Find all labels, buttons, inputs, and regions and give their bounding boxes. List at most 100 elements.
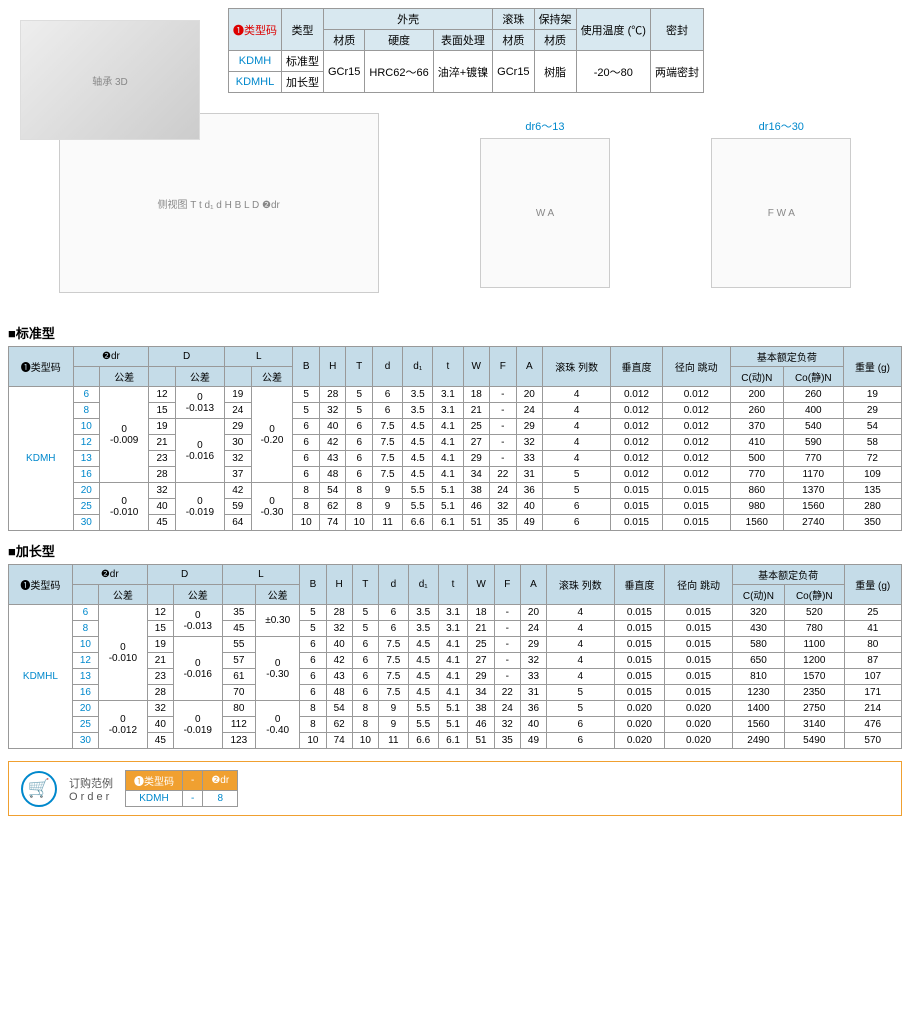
- cell-ro: 0.012: [662, 403, 730, 419]
- cell-wt: 29: [843, 403, 901, 419]
- cell-D: 45: [149, 515, 176, 531]
- cell-W: 25: [463, 419, 490, 435]
- cell-ro: 0.012: [662, 419, 730, 435]
- cell-dr: 20: [72, 701, 98, 717]
- cell-D-tol: 0 -0.016: [175, 419, 224, 483]
- cell-ro: 0.015: [662, 515, 730, 531]
- cell-dr: 16: [72, 685, 98, 701]
- th-L-v: [225, 367, 252, 387]
- cell-cd: 320: [732, 605, 784, 621]
- cell-D: 28: [149, 467, 176, 483]
- cell-D-tol: 0 -0.013: [175, 387, 224, 419]
- cell-t: 5.1: [438, 717, 468, 733]
- th-A: A: [520, 565, 546, 605]
- cell-A: 33: [516, 451, 543, 467]
- cell-d: 7.5: [378, 637, 408, 653]
- cell-A: 20: [516, 387, 543, 403]
- cell-dr: 6: [73, 387, 100, 403]
- cell-t: 4.1: [438, 669, 468, 685]
- th-perp: 垂直度: [611, 347, 662, 387]
- cell-ro: 0.015: [665, 605, 732, 621]
- th-tol: 公差: [99, 585, 148, 605]
- cell-B: 8: [300, 701, 326, 717]
- cart-icon: 🛒: [21, 771, 57, 807]
- th-perp: 垂直度: [614, 565, 665, 605]
- cell-ro: 0.015: [662, 499, 730, 515]
- cell-br: 4: [547, 621, 614, 637]
- cell-perp: 0.012: [611, 467, 662, 483]
- cell-B: 5: [300, 621, 326, 637]
- col-seal: 密封: [650, 9, 703, 51]
- th-H: H: [326, 565, 352, 605]
- cell-H: 28: [326, 605, 352, 621]
- cell-br: 5: [543, 467, 611, 483]
- cell-dr: 20: [73, 483, 100, 499]
- cell-d1: 3.5: [408, 621, 438, 637]
- th-L-tol: 公差: [251, 367, 293, 387]
- col-hardness: 硬度: [365, 30, 433, 51]
- cell-wt: 570: [844, 733, 901, 749]
- th-t: t: [433, 347, 463, 387]
- cell-T: 5: [346, 387, 373, 403]
- th-load: 基本额定负荷: [730, 347, 843, 367]
- cell-F: -: [490, 451, 517, 467]
- cell-W: 38: [468, 701, 494, 717]
- cell-dr: 10: [73, 419, 100, 435]
- cell-br: 4: [543, 387, 611, 403]
- cell-cd: 1560: [732, 717, 784, 733]
- order-example-table: ❶类型码 - ❷dr KDMH - 8: [125, 770, 238, 807]
- cell-br: 4: [547, 669, 614, 685]
- cell-d1: 4.5: [403, 467, 433, 483]
- cell-d1: 4.5: [403, 435, 433, 451]
- cell-A: 36: [520, 701, 546, 717]
- cell-cd: 650: [732, 653, 784, 669]
- th-cs: Co(静)N: [783, 367, 843, 387]
- col-temp: 使用温度 (℃): [576, 9, 650, 51]
- cell-cs: 520: [785, 605, 845, 621]
- cell-D: 19: [147, 637, 173, 653]
- th-ro: 径向 跳动: [662, 347, 730, 387]
- th-br: 滚珠 列数: [547, 565, 614, 605]
- cell-W: 51: [468, 733, 494, 749]
- cell-cd: 1400: [732, 701, 784, 717]
- table-row: KDMH60 -0.009120 -0.013190 -0.20528563.5…: [9, 387, 902, 403]
- cell-L: 55: [222, 637, 255, 653]
- col-ball-mat: 材质: [493, 30, 534, 51]
- cell-br: 4: [547, 653, 614, 669]
- cell-A: 29: [520, 637, 546, 653]
- cell-D: 19: [149, 419, 176, 435]
- th-D: D: [147, 565, 222, 585]
- cell-B: 10: [300, 733, 326, 749]
- col-type-code: ❶类型码: [229, 9, 282, 51]
- th-D: D: [149, 347, 225, 367]
- cell-B: 6: [300, 653, 326, 669]
- cell-t: 3.1: [433, 387, 463, 403]
- section-std-title: ■标准型: [8, 323, 902, 342]
- cell-F: 22: [494, 685, 520, 701]
- cell-dr: 8: [73, 403, 100, 419]
- cell-dr: 13: [73, 451, 100, 467]
- cell-d1: 6.6: [408, 733, 438, 749]
- cell-d1: 4.5: [408, 669, 438, 685]
- cell-H: 62: [319, 499, 346, 515]
- cell-d1: 4.5: [403, 451, 433, 467]
- th-T: T: [346, 347, 373, 387]
- col-cage-mat: 材质: [534, 30, 576, 51]
- cell-cd: 1560: [730, 515, 783, 531]
- col-material: 材质: [324, 30, 365, 51]
- cell-A: 40: [520, 717, 546, 733]
- cell-F: -: [490, 419, 517, 435]
- cell-F: -: [494, 637, 520, 653]
- cell-dr: 16: [73, 467, 100, 483]
- cell-L: 19: [225, 387, 252, 403]
- cell-perp: 0.015: [614, 637, 665, 653]
- cell-d: 9: [378, 701, 408, 717]
- cell-t: 5.1: [433, 483, 463, 499]
- th-W: W: [468, 565, 494, 605]
- cell-W: 18: [468, 605, 494, 621]
- cell-L: 70: [222, 685, 255, 701]
- cell-dr: 12: [72, 653, 98, 669]
- cell-cs: 780: [785, 621, 845, 637]
- cell-T: 6: [352, 685, 378, 701]
- cell-F: 32: [494, 717, 520, 733]
